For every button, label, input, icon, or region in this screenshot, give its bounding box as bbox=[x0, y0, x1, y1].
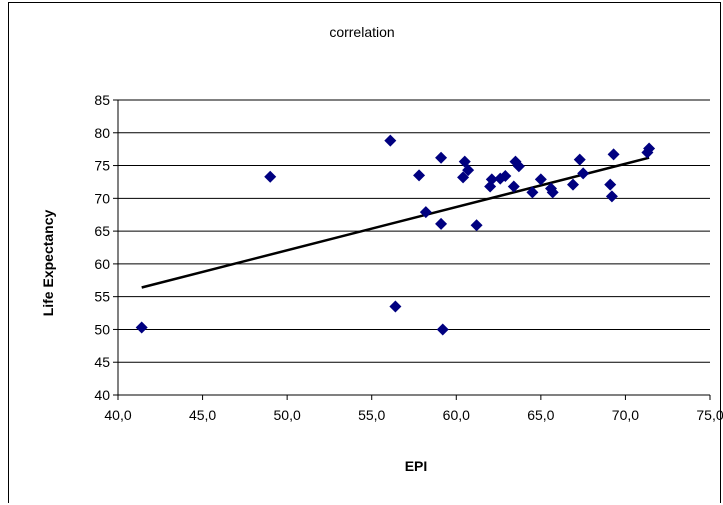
x-tick-label: 55,0 bbox=[358, 407, 385, 423]
data-point bbox=[605, 190, 618, 203]
x-tick-label: 50,0 bbox=[274, 407, 301, 423]
data-point bbox=[435, 217, 448, 230]
y-tick-label: 60 bbox=[94, 256, 110, 272]
chart-title: correlation bbox=[329, 24, 394, 40]
data-point bbox=[512, 160, 525, 173]
x-tick-label: 65,0 bbox=[527, 407, 554, 423]
data-point bbox=[577, 167, 590, 180]
x-tick-label: 40,0 bbox=[104, 407, 131, 423]
data-point bbox=[135, 321, 148, 334]
data-point bbox=[573, 153, 586, 166]
data-point bbox=[546, 186, 559, 199]
y-tick-label: 75 bbox=[94, 158, 110, 174]
trendline-layer bbox=[141, 156, 650, 289]
data-point bbox=[643, 142, 656, 155]
data-point bbox=[604, 178, 617, 191]
y-tick-label: 50 bbox=[94, 321, 110, 337]
y-tick-label: 45 bbox=[94, 354, 110, 370]
data-point bbox=[499, 170, 512, 183]
trendline bbox=[141, 156, 650, 289]
x-tick-label: 75,0 bbox=[696, 407, 723, 423]
y-tick-label: 80 bbox=[94, 125, 110, 141]
y-tick-label: 55 bbox=[94, 289, 110, 305]
tick-labels: 40 45 50 55 60 65 70 75 80 85 40,0 45,0 50,0 55,0 60,0… bbox=[94, 92, 723, 423]
chart-area bbox=[8, 2, 721, 503]
y-tick-label: 70 bbox=[94, 190, 110, 206]
data-point bbox=[264, 170, 277, 183]
y-tick-label: 65 bbox=[94, 223, 110, 239]
data-point bbox=[384, 134, 397, 147]
data-point bbox=[462, 164, 475, 177]
data-point bbox=[470, 219, 483, 232]
axes bbox=[113, 99, 711, 400]
x-tick-label: 60,0 bbox=[443, 407, 470, 423]
data-point bbox=[607, 148, 620, 161]
data-point bbox=[566, 178, 579, 191]
data-point bbox=[507, 180, 520, 193]
data-point bbox=[435, 151, 448, 164]
x-tick-label: 45,0 bbox=[189, 407, 216, 423]
data-point bbox=[419, 206, 432, 219]
y-tick-label: 85 bbox=[94, 92, 110, 108]
data-point bbox=[526, 186, 539, 199]
gridlines bbox=[118, 99, 710, 363]
data-point bbox=[457, 171, 470, 184]
data-point bbox=[389, 300, 402, 313]
y-tick-label: 40 bbox=[94, 387, 110, 403]
data-point bbox=[485, 173, 498, 186]
data-point bbox=[436, 323, 449, 336]
data-point bbox=[534, 173, 547, 186]
y-axis-title: Life Expectancy bbox=[40, 209, 56, 316]
data-points bbox=[135, 134, 656, 336]
x-axis-title: EPI bbox=[405, 458, 428, 474]
data-point bbox=[413, 169, 426, 182]
x-tick-label: 70,0 bbox=[612, 407, 639, 423]
